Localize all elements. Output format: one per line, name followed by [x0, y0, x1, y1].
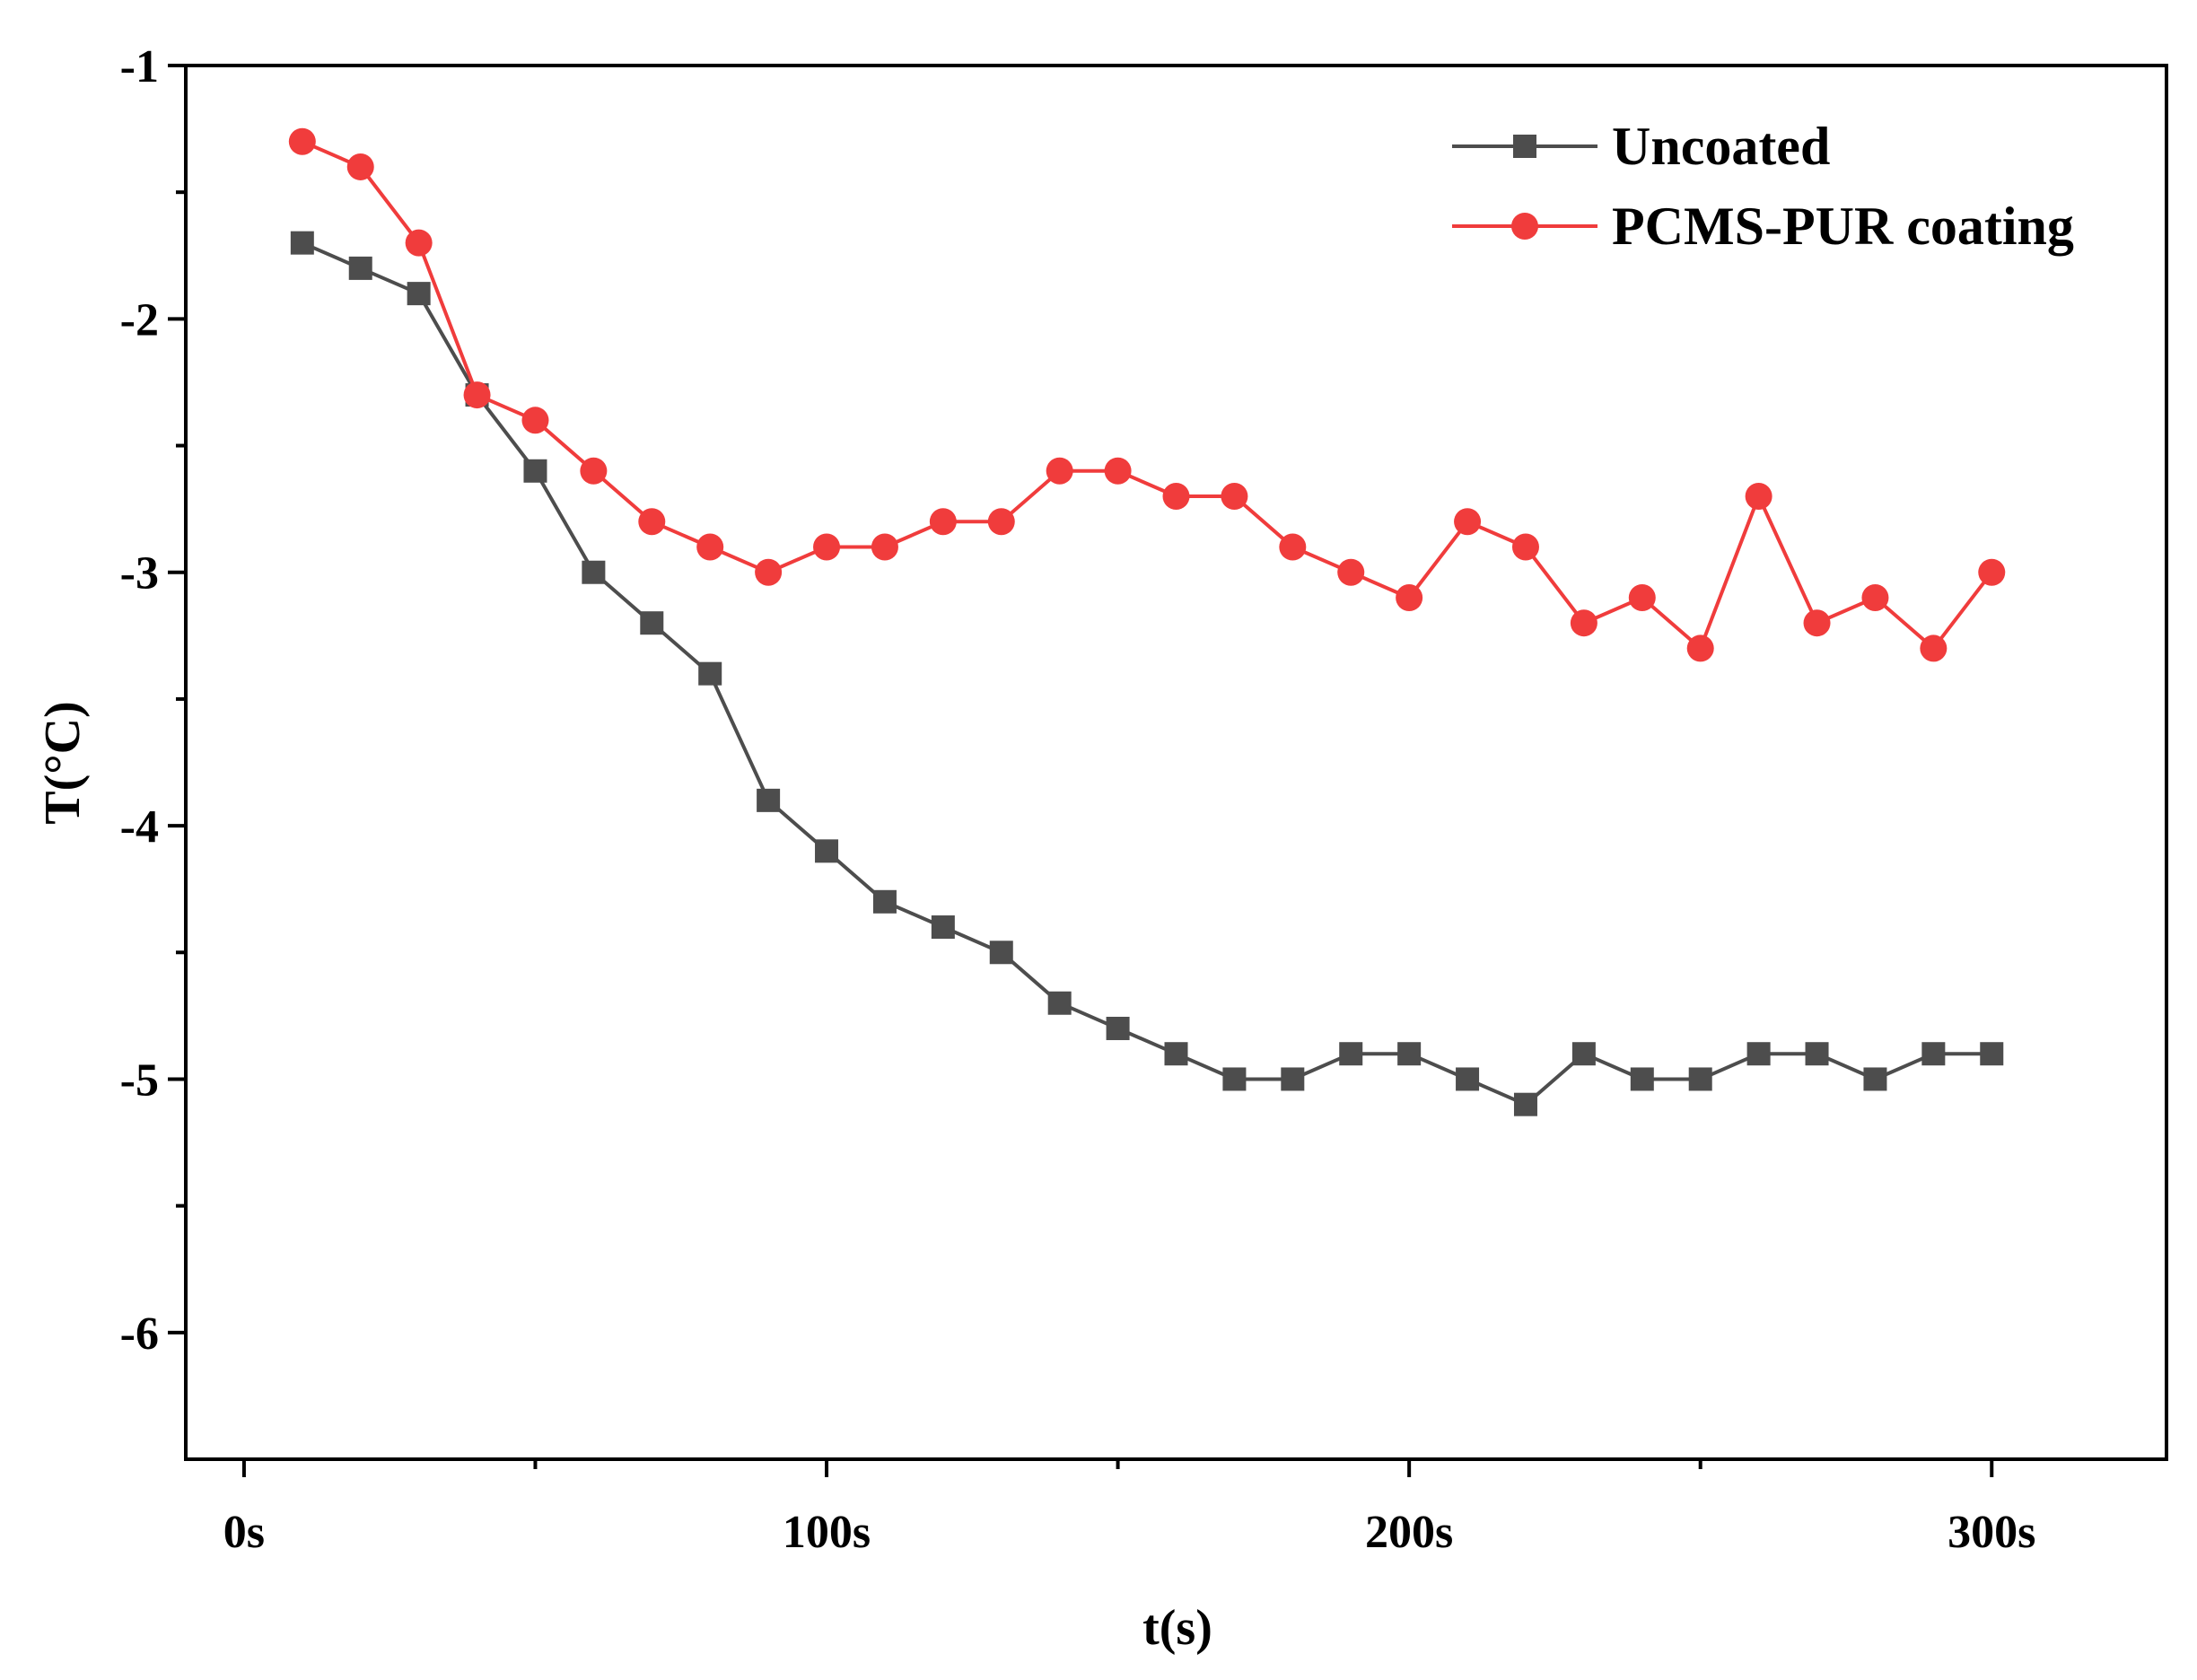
data-point: [640, 611, 664, 635]
data-point: [1454, 508, 1482, 536]
series-layer: [288, 127, 2006, 1116]
series-pcms-pur-coating: [288, 127, 2006, 662]
data-point: [1046, 457, 1073, 485]
data-point: [1162, 483, 1190, 511]
data-point: [989, 941, 1013, 965]
data-point: [987, 508, 1015, 536]
data-point: [1630, 1067, 1654, 1091]
data-point: [1570, 609, 1597, 637]
data-point: [1571, 1042, 1596, 1066]
x-tick-label: 300s: [1948, 1507, 2035, 1558]
y-tick-label: -1: [120, 41, 159, 92]
y-tick-label: -3: [120, 548, 159, 599]
data-point: [638, 508, 666, 536]
data-point: [463, 381, 491, 409]
y-tick-label: -2: [120, 294, 159, 346]
data-point: [1339, 1042, 1363, 1066]
x-tick-label: 0s: [223, 1507, 265, 1558]
data-point: [523, 459, 547, 483]
data-point: [755, 558, 783, 586]
x-tick-label: 200s: [1365, 1507, 1453, 1558]
legend-label: PCMS-PUR coating: [1612, 197, 2074, 256]
data-point: [1921, 1042, 1946, 1066]
data-point: [1222, 1067, 1247, 1091]
data-point: [521, 407, 549, 434]
x-axis-title: t(s): [1142, 1600, 1212, 1656]
data-point: [698, 661, 722, 686]
data-point: [1628, 583, 1656, 611]
data-point: [1396, 583, 1423, 611]
data-point: [348, 256, 372, 280]
plot-frame: [184, 64, 2168, 1461]
data-point: [815, 839, 839, 863]
data-point: [1337, 558, 1365, 586]
data-point: [288, 127, 316, 155]
data-point: [696, 533, 724, 561]
data-point: [931, 915, 955, 940]
legend-label: Uncoated: [1612, 117, 1830, 176]
data-point: [1104, 457, 1132, 485]
data-point: [1511, 533, 1539, 561]
data-point: [813, 533, 841, 561]
data-point: [1047, 991, 1072, 1015]
data-point: [1745, 483, 1772, 511]
data-point: [346, 153, 374, 180]
data-point: [580, 457, 608, 485]
data-point: [929, 508, 957, 536]
data-point: [1221, 483, 1248, 511]
data-point: [405, 229, 433, 257]
series-uncoated: [290, 231, 2004, 1116]
data-point: [1805, 1042, 1829, 1066]
data-point: [1980, 1042, 2004, 1066]
data-point: [1456, 1067, 1480, 1091]
data-point: [1688, 1067, 1712, 1091]
data-point: [1279, 533, 1307, 561]
legend-item: PCMS-PUR coating: [1452, 197, 2074, 256]
data-point: [1106, 1016, 1130, 1040]
axes-layer: 0s 100s 200s 300s -1 -2 -3 -4 -5 -6: [120, 41, 2168, 1558]
data-point: [1978, 558, 2006, 586]
legend-marker: [1511, 213, 1538, 240]
legend-layer: Uncoated PCMS-PUR coating: [1452, 117, 2074, 256]
data-point: [1863, 1067, 1887, 1091]
data-point: [1746, 1042, 1771, 1066]
data-point: [1686, 634, 1714, 662]
x-tick-label: 100s: [783, 1507, 871, 1558]
y-tick-label: -4: [120, 801, 159, 853]
y-tick-label: -5: [120, 1054, 159, 1106]
data-point: [1164, 1042, 1188, 1066]
y-tick-label: -6: [120, 1308, 159, 1360]
data-point: [1861, 583, 1889, 611]
data-point: [1920, 634, 1948, 662]
data-point: [1281, 1067, 1305, 1091]
data-point: [757, 788, 781, 812]
data-point: [872, 889, 897, 914]
data-point: [871, 533, 898, 561]
data-point: [582, 560, 606, 584]
legend-marker: [1513, 135, 1536, 158]
data-point: [1803, 609, 1831, 637]
data-point: [1513, 1092, 1537, 1116]
data-point: [407, 282, 431, 306]
data-point: [1397, 1042, 1422, 1066]
y-axis-title: T(°C): [35, 701, 91, 824]
legend-item: Uncoated: [1452, 117, 1830, 176]
data-point: [290, 231, 314, 255]
